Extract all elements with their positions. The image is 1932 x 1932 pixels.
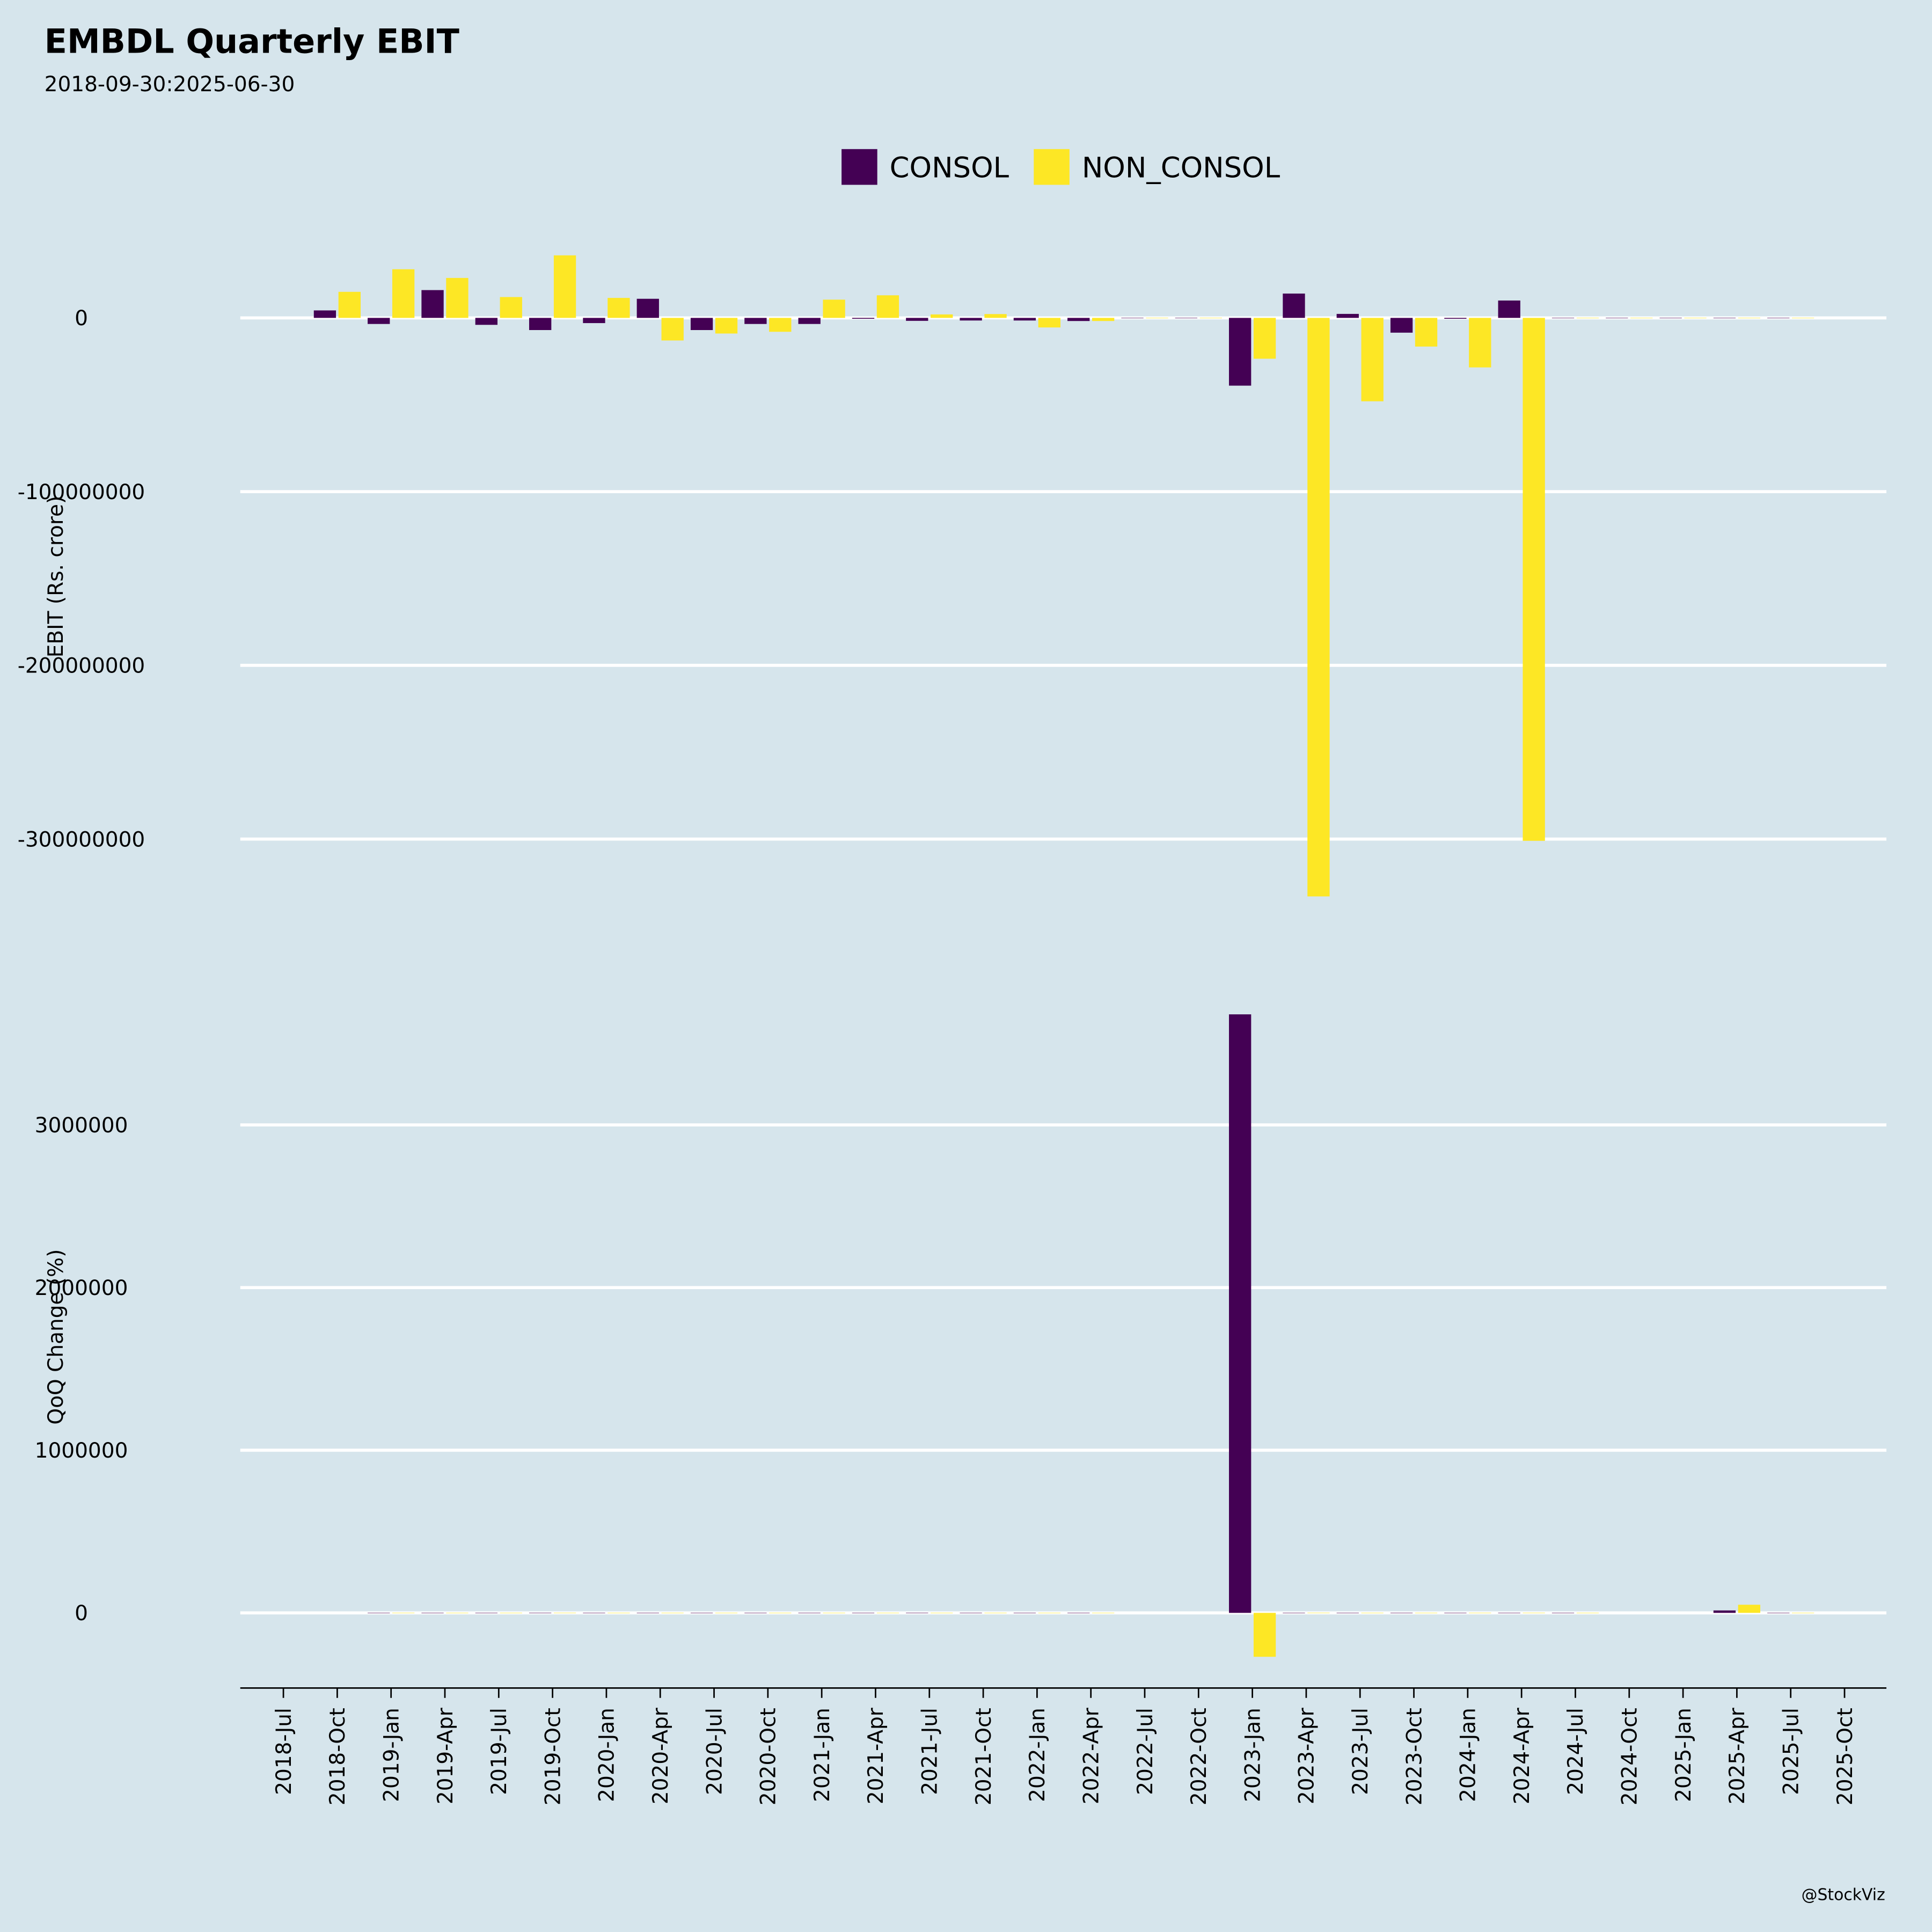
lower-bar-non-consol	[1738, 1605, 1761, 1613]
x-tick-label: 2024-Jul	[1564, 1708, 1588, 1795]
x-tick-label: 2020-Jan	[595, 1708, 619, 1802]
upper-panel: 0 -100000000 -200000000 -300000000	[18, 255, 1887, 897]
upper-y-axis-label: EBIT (Rs. crore)	[44, 496, 68, 658]
x-tick-label: 2019-Jul	[487, 1708, 511, 1795]
x-tick-label: 2025-Jan	[1672, 1708, 1696, 1802]
upper-y-tick-label: 0	[75, 306, 88, 331]
upper-bar-non-consol	[661, 318, 684, 341]
lower-bar-non-consol	[1253, 1613, 1276, 1657]
x-tick-label: 2024-Apr	[1510, 1707, 1534, 1804]
upper-bar-consol	[1013, 318, 1036, 321]
lower-y-tick-label: 1000000	[35, 1439, 128, 1463]
x-axis: 2018-Jul 2018-Oct 2019-Jan 2019-Apr 2019-Jul…	[272, 1688, 1857, 1805]
upper-bar-non-consol	[1307, 318, 1330, 897]
upper-bar-non-consol	[446, 277, 469, 318]
upper-bar-consol	[1228, 318, 1252, 386]
x-tick-label: 2020-Jul	[702, 1708, 727, 1795]
upper-bar-non-consol	[876, 295, 899, 318]
x-tick-label: 2021-Apr	[864, 1707, 888, 1804]
upper-bar-consol	[1390, 318, 1413, 333]
upper-y-tick-label: -300000000	[18, 828, 145, 852]
upper-bar-consol	[1067, 318, 1090, 321]
upper-bar-consol	[798, 318, 821, 324]
x-tick-label: 2022-Jul	[1133, 1708, 1158, 1795]
upper-bar-non-consol	[1523, 318, 1545, 841]
x-tick-label: 2023-Oct	[1402, 1708, 1426, 1805]
x-tick-label: 2021-Oct	[972, 1708, 996, 1805]
upper-bar-non-consol	[984, 314, 1007, 318]
x-tick-label: 2022-Jan	[1026, 1708, 1050, 1802]
upper-bar-consol	[690, 318, 713, 331]
upper-bar-consol	[421, 290, 444, 318]
upper-bar-non-consol	[931, 314, 953, 318]
x-tick-label: 2021-Jul	[918, 1708, 942, 1795]
x-tick-label: 2023-Jan	[1241, 1708, 1265, 1802]
upper-y-tick-label: -100000000	[18, 480, 145, 504]
x-tick-label: 2020-Oct	[757, 1708, 781, 1805]
upper-bar-consol	[1498, 300, 1520, 318]
lower-y-tick-label: 3000000	[35, 1114, 128, 1138]
x-tick-label: 2019-Oct	[541, 1708, 565, 1805]
x-tick-label: 2019-Apr	[434, 1707, 458, 1804]
lower-y-axis-label: QoQ Change (%)	[44, 1249, 68, 1425]
credit: @StockViz	[1802, 1885, 1885, 1904]
x-tick-label: 2020-Apr	[649, 1707, 673, 1804]
upper-bar-non-consol	[715, 318, 738, 334]
upper-bar-non-consol	[1415, 318, 1438, 347]
upper-bar-non-consol	[553, 255, 576, 318]
upper-bar-consol	[313, 310, 336, 318]
legend-label-consol: CONSOL	[890, 152, 1009, 185]
x-tick-label: 2018-Jul	[272, 1708, 296, 1795]
upper-bar-non-consol	[1469, 318, 1491, 368]
lower-panel: 0 1000000 2000000 3000000	[35, 1014, 1887, 1657]
upper-bar-consol	[852, 318, 875, 319]
upper-bar-consol	[636, 298, 659, 318]
x-tick-label: 2021-Jan	[810, 1708, 835, 1802]
upper-bar-consol	[475, 318, 497, 325]
x-tick-label: 2018-Oct	[326, 1708, 350, 1805]
lower-bar-consol	[1713, 1610, 1736, 1613]
chart-title: EMBDL Quarterly EBIT	[45, 22, 459, 61]
lower-y-tick-label: 2000000	[35, 1276, 128, 1300]
upper-bar-consol	[1283, 294, 1305, 318]
legend: CONSOL NON_CONSOL	[841, 149, 1280, 185]
upper-bar-consol	[583, 318, 605, 324]
upper-bar-non-consol	[1092, 318, 1115, 321]
upper-bar-non-consol	[338, 291, 361, 318]
x-tick-label: 2025-Jul	[1779, 1708, 1803, 1795]
upper-bar-non-consol	[823, 299, 845, 318]
upper-bar-non-consol	[392, 269, 415, 318]
upper-bar-non-consol	[769, 318, 792, 332]
upper-bar-consol	[529, 318, 552, 331]
legend-label-non-consol: NON_CONSOL	[1082, 152, 1280, 185]
upper-bar-consol	[368, 318, 390, 324]
upper-bar-non-consol	[1253, 318, 1276, 359]
chart-subtitle: 2018-09-30:2025-06-30	[45, 72, 295, 97]
legend-swatch-non-consol	[1034, 149, 1070, 185]
upper-bar-non-consol	[1038, 318, 1061, 328]
upper-bar-non-consol	[608, 298, 630, 318]
x-tick-label: 2025-Apr	[1725, 1707, 1750, 1804]
upper-bar-consol	[906, 318, 928, 321]
upper-bar-consol	[1444, 318, 1467, 319]
lower-bar-consol	[1228, 1014, 1252, 1613]
upper-bar-consol	[744, 318, 767, 324]
legend-swatch-consol	[841, 149, 877, 185]
x-tick-label: 2025-Oct	[1833, 1708, 1857, 1805]
lower-y-tick-label: 0	[75, 1601, 88, 1626]
x-tick-label: 2022-Apr	[1079, 1707, 1103, 1804]
upper-y-tick-label: -200000000	[18, 654, 145, 678]
x-tick-label: 2023-Jul	[1349, 1708, 1373, 1795]
upper-bar-consol	[960, 318, 982, 321]
upper-bar-non-consol	[1361, 318, 1384, 401]
x-tick-label: 2023-Apr	[1295, 1707, 1319, 1804]
upper-bar-consol	[1336, 313, 1359, 318]
x-tick-label: 2022-Oct	[1187, 1708, 1211, 1805]
x-tick-label: 2019-Jan	[379, 1708, 404, 1802]
x-tick-label: 2024-Oct	[1618, 1708, 1642, 1805]
x-tick-label: 2024-Jan	[1457, 1708, 1481, 1802]
upper-bar-non-consol	[500, 297, 522, 318]
